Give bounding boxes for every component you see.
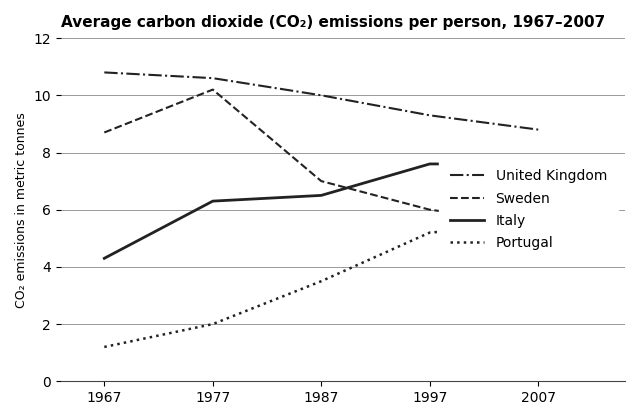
Y-axis label: CO₂ emissions in metric tonnes: CO₂ emissions in metric tonnes: [15, 112, 28, 307]
United Kingdom: [426, 113, 433, 118]
United Kingdom: [100, 70, 108, 75]
Sweden: [317, 178, 325, 184]
Portugal: [209, 322, 216, 327]
Sweden: [209, 87, 216, 92]
Line: United Kingdom: United Kingdom: [104, 72, 538, 130]
United Kingdom: [317, 93, 325, 98]
United Kingdom: [209, 76, 216, 81]
Italy: [100, 256, 108, 261]
Portugal: [317, 278, 325, 284]
Legend: United Kingdom, Sweden, Italy, Portugal: United Kingdom, Sweden, Italy, Portugal: [438, 158, 618, 261]
Portugal: [100, 344, 108, 349]
Line: Sweden: Sweden: [104, 89, 538, 224]
United Kingdom: [534, 127, 542, 132]
Portugal: [534, 221, 542, 226]
Italy: [317, 193, 325, 198]
Portugal: [426, 230, 433, 235]
Italy: [209, 199, 216, 204]
Sweden: [100, 130, 108, 135]
Italy: [534, 161, 542, 166]
Sweden: [426, 207, 433, 212]
Italy: [426, 161, 433, 166]
Line: Italy: Italy: [104, 164, 538, 258]
Line: Portugal: Portugal: [104, 224, 538, 347]
Sweden: [534, 221, 542, 226]
Text: Average carbon dioxide (CO₂) emissions per person, 1967–2007: Average carbon dioxide (CO₂) emissions p…: [61, 15, 605, 30]
